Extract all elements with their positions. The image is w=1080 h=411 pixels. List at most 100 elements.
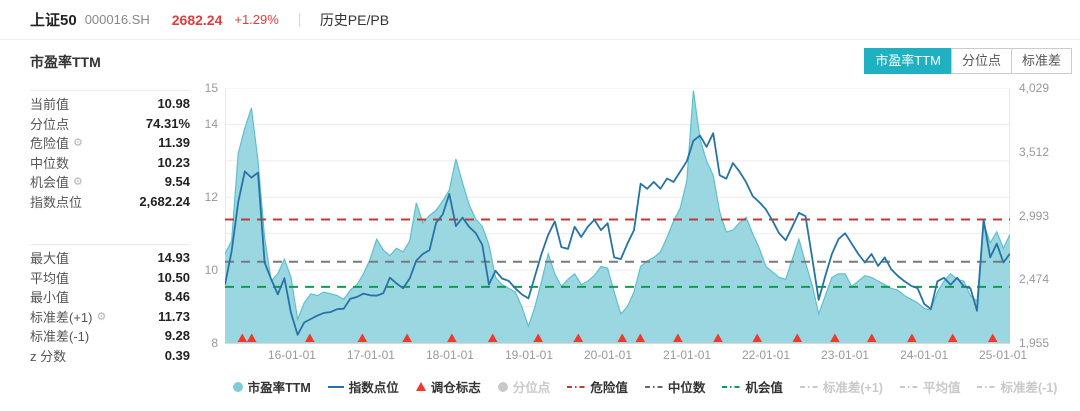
stat-value: 0.39	[164, 347, 190, 363]
chart-legend: 市盈率TTM 指数点位 调仓标志 分位点 危险值 中位数 机会值 标准差(+1) 平均值 标准差(…	[215, 377, 1075, 396]
gear-icon[interactable]: ⚙	[73, 176, 83, 189]
legend-dashdot-icon	[977, 385, 996, 388]
legend-label: 平均值	[922, 381, 961, 395]
legend-label: 危险值	[590, 381, 628, 395]
chart-title: 市盈率TTM	[30, 54, 101, 70]
stat-row: 中位数 10.23	[30, 153, 190, 173]
legend-dashdot-icon	[644, 385, 663, 388]
stats-group-1: 当前值 10.98 分位点 74.31% 危险值 ⚙ 11.39 中位数 10.23 机会值 ⚙ 9.…	[30, 90, 190, 211]
right-axis-tick: 2,993	[1019, 208, 1050, 223]
stat-value: 11.73	[158, 308, 190, 324]
metric-tabs: 市盈率TTM 分位点 标准差	[864, 48, 1072, 74]
legend-item-机会值[interactable]: 机会值	[722, 377, 783, 396]
index-change-percent: +1.29%	[234, 12, 279, 27]
header-divider	[298, 12, 300, 27]
legend-label: 指数点位	[348, 381, 399, 395]
stat-label: 标准差(-1)	[30, 329, 90, 345]
stat-value: 9.54	[164, 174, 190, 190]
stat-row: 最大值 14.93	[30, 248, 190, 268]
stat-label: 危险值 ⚙	[30, 136, 83, 152]
stat-row: 危险值 ⚙ 11.39	[30, 133, 190, 153]
legend-triangle-icon	[415, 382, 426, 391]
legend-label: 标准差(+1)	[822, 381, 883, 395]
stat-row: 当前值 10.98	[30, 94, 190, 114]
index-code: 000016.SH	[84, 12, 150, 27]
stat-label: 中位数	[30, 155, 70, 171]
left-axis-tick: 8	[211, 336, 218, 350]
index-line	[224, 132, 1011, 336]
legend-item-市盈率TTM[interactable]: 市盈率TTM	[232, 377, 311, 396]
legend-circle-icon	[232, 381, 243, 392]
stats-group-2: 最大值 14.93 平均值 10.50 最小值 8.46 标准差(+1) ⚙ 11.73 标准差(…	[30, 244, 190, 365]
legend-label: 标准差(-1)	[1000, 381, 1058, 395]
pe-ttm-area	[225, 90, 1010, 343]
legend-item-危险值[interactable]: 危险值	[567, 377, 628, 396]
stat-row: 标准差(+1) ⚙ 11.73	[30, 307, 190, 327]
stat-row: 指数点位 2,682.24	[30, 192, 190, 212]
legend-item-分位点[interactable]: 分位点	[497, 377, 550, 396]
x-axis-tick: 20-01-01	[583, 348, 633, 362]
legend-label: 中位数	[667, 381, 706, 395]
stat-row: 标准差(-1) 9.28	[30, 326, 190, 346]
stat-value: 2,682.24	[139, 193, 190, 209]
right-axis-tick: 4,029	[1019, 81, 1050, 95]
gear-icon[interactable]: ⚙	[73, 137, 83, 150]
stat-value: 14.93	[157, 250, 190, 266]
history-pe-pb-label: 历史PE/PB	[319, 11, 390, 28]
stat-value: 10.98	[157, 96, 190, 112]
stat-label: 分位点	[30, 116, 70, 132]
legend-item-标准差(-1)[interactable]: 标准差(-1)	[977, 377, 1057, 396]
left-axis-tick: 10	[204, 263, 218, 278]
legend-item-指数点位[interactable]: 指数点位	[327, 377, 399, 396]
stat-row: 平均值 10.50	[30, 268, 190, 288]
header: 上证50 000016.SH 2682.24 +1.29% 历史PE/PB	[0, 0, 1080, 40]
stat-label: 最小值	[30, 290, 70, 306]
stat-label: 当前值	[30, 97, 70, 113]
x-axis-tick: 16-01-01	[267, 348, 316, 362]
metric-tab-标准差[interactable]: 标准差	[1010, 48, 1072, 74]
legend-dashdot-icon	[567, 385, 586, 388]
pe-chart-plot[interactable]	[224, 87, 1011, 354]
x-axis-tick: 22-01-01	[741, 348, 791, 362]
legend-dashdot-icon	[722, 385, 741, 388]
stat-value: 74.31%	[145, 115, 190, 131]
x-axis-tick: 23-01-01	[821, 348, 870, 362]
stat-label: z 分数	[30, 348, 67, 364]
x-axis-tick: 19-01-01	[504, 348, 554, 362]
stat-value: 10.23	[157, 154, 190, 170]
x-axis-tick: 25-01-01	[979, 348, 1028, 362]
stat-value: 8.46	[164, 289, 190, 305]
stat-row: 机会值 ⚙ 9.54	[30, 172, 190, 192]
stat-label: 机会值 ⚙	[30, 175, 83, 191]
legend-item-中位数[interactable]: 中位数	[644, 377, 706, 396]
x-axis-tick: 18-01-01	[425, 348, 474, 362]
x-axis-tick: 17-01-01	[346, 348, 395, 362]
legend-item-标准差(+1)[interactable]: 标准差(+1)	[799, 377, 883, 396]
legend-label: 市盈率TTM	[247, 381, 311, 395]
stat-row: z 分数 0.39	[30, 346, 190, 366]
legend-dashdot-icon	[799, 385, 818, 388]
legend-circle-icon	[497, 381, 508, 392]
stat-label: 指数点位	[30, 194, 83, 210]
metric-tab-市盈率TTM[interactable]: 市盈率TTM	[864, 48, 952, 74]
stat-row: 分位点 74.31%	[30, 114, 190, 134]
right-axis-tick: 1,955	[1019, 336, 1050, 350]
left-axis-tick: 15	[204, 81, 218, 95]
right-axis-tick: 2,474	[1019, 272, 1050, 287]
stat-label: 最大值	[30, 251, 70, 267]
metric-tab-分位点[interactable]: 分位点	[950, 48, 1012, 74]
pe-chart-svg[interactable]	[224, 87, 1011, 349]
index-price: 2682.24	[171, 11, 223, 28]
stat-value: 11.39	[158, 135, 190, 151]
stat-value: 10.50	[157, 269, 190, 285]
stat-row: 最小值 8.46	[30, 287, 190, 307]
legend-item-调仓标志[interactable]: 调仓标志	[415, 377, 481, 396]
legend-item-平均值[interactable]: 平均值	[899, 377, 961, 396]
stat-label: 标准差(+1) ⚙	[30, 309, 107, 325]
right-axis-tick: 3,512	[1019, 144, 1050, 159]
left-axis-tick: 14	[204, 117, 218, 132]
index-name: 上证50	[30, 12, 77, 29]
gear-icon[interactable]: ⚙	[96, 310, 107, 323]
x-axis-tick: 21-01-01	[663, 348, 712, 362]
